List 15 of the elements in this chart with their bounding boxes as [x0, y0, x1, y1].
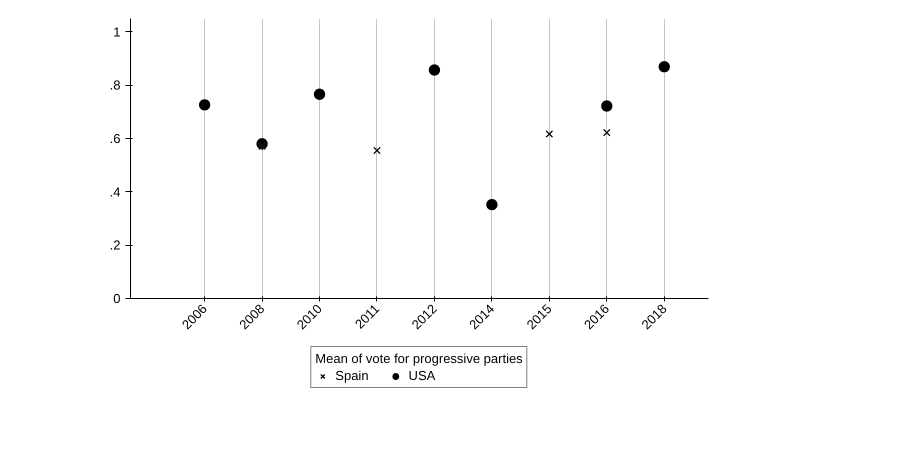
- point: [601, 100, 612, 112]
- point: [428, 64, 440, 76]
- y-tick-label: .6: [110, 131, 120, 146]
- point: [486, 198, 498, 210]
- point: [198, 99, 210, 111]
- y-tick-label: .2: [110, 238, 120, 253]
- y-tick-label: .8: [110, 78, 120, 93]
- y-tick-label: 1: [113, 24, 121, 40]
- y-tick-label: 0: [113, 291, 121, 306]
- point: [658, 61, 670, 72]
- legend-label: USA: [408, 368, 436, 383]
- point: [314, 88, 326, 100]
- legend-label: Spain: [335, 368, 369, 383]
- y-tick-label: .4: [110, 184, 120, 200]
- legend-title: Mean of vote for progressive parties: [315, 351, 523, 366]
